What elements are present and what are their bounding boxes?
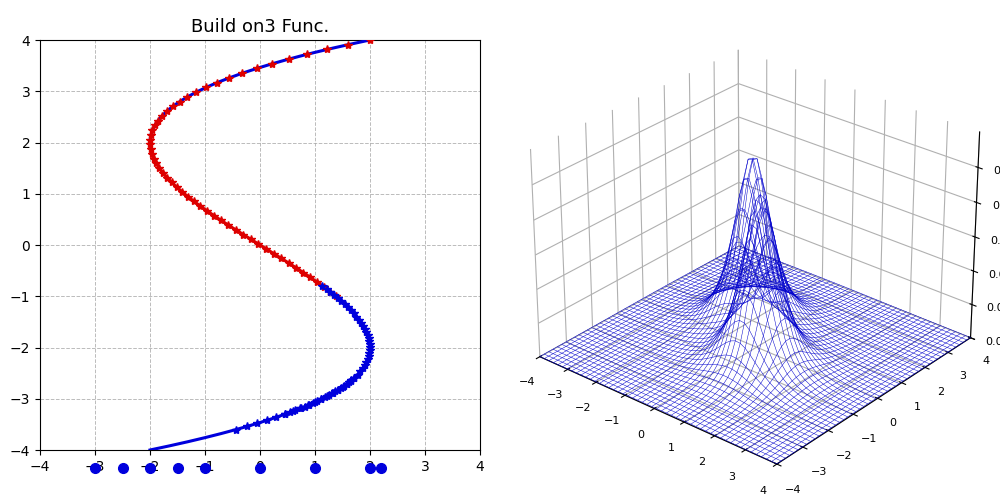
Title: Build on3 Func.: Build on3 Func.	[191, 18, 329, 36]
